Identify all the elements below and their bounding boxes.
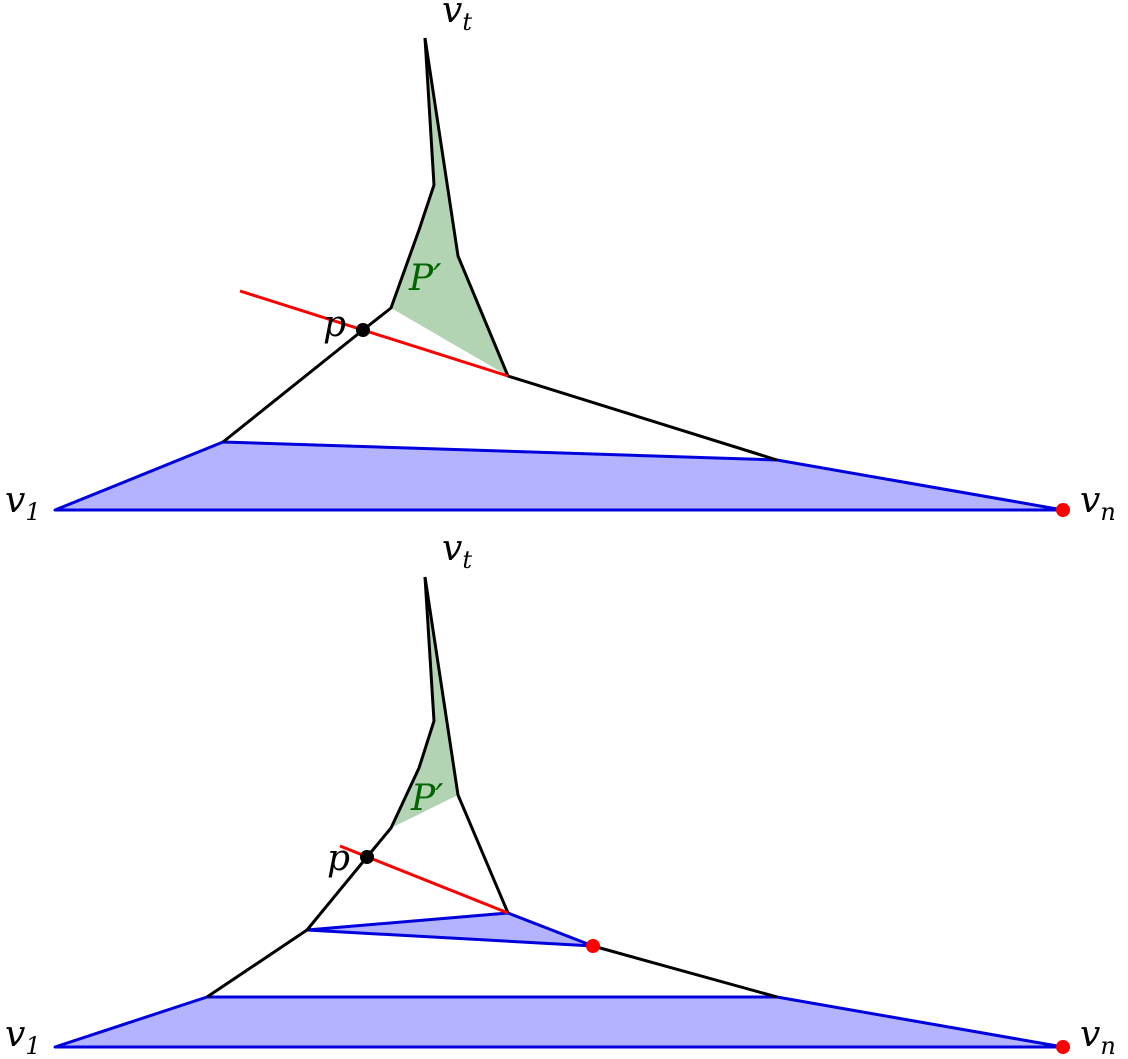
top-polygon-right-chain xyxy=(423,37,778,462)
bottom-blue-region-small xyxy=(305,911,595,948)
bottom-polygon-right-chain-upper xyxy=(423,576,510,914)
top-label-v1: v1 xyxy=(5,480,41,526)
bottom-point-p xyxy=(360,850,374,864)
top-red-cut-line xyxy=(239,289,509,378)
bottom-green-region-P-prime xyxy=(391,577,458,828)
top-point-vn xyxy=(1056,503,1070,517)
top-label-p: p xyxy=(323,304,346,345)
bottom-panel: v1 vn vt p P′ xyxy=(5,528,1116,1059)
top-label-P-prime: P′ xyxy=(408,258,441,299)
bottom-label-P-prime: P′ xyxy=(410,778,443,819)
bottom-point-red-mid xyxy=(586,939,600,953)
top-label-vn: vn xyxy=(1080,480,1116,526)
bottom-label-v1: v1 xyxy=(5,1014,41,1059)
bottom-blue-region-large xyxy=(53,995,1065,1049)
bottom-label-vt: vt xyxy=(442,528,472,574)
top-label-vt: vt xyxy=(442,0,472,36)
bottom-polygon-right-chain-lower xyxy=(592,944,778,999)
top-blue-region xyxy=(53,440,1065,512)
top-polygon-left-chain xyxy=(222,37,436,444)
bottom-label-p: p xyxy=(327,838,350,879)
top-point-p xyxy=(356,323,370,337)
bottom-polygon-left-chain xyxy=(206,576,436,999)
bottom-label-vn: vn xyxy=(1080,1014,1116,1059)
top-panel: v1 vn vt p P′ xyxy=(5,0,1116,526)
bottom-point-vn xyxy=(1056,1040,1070,1054)
